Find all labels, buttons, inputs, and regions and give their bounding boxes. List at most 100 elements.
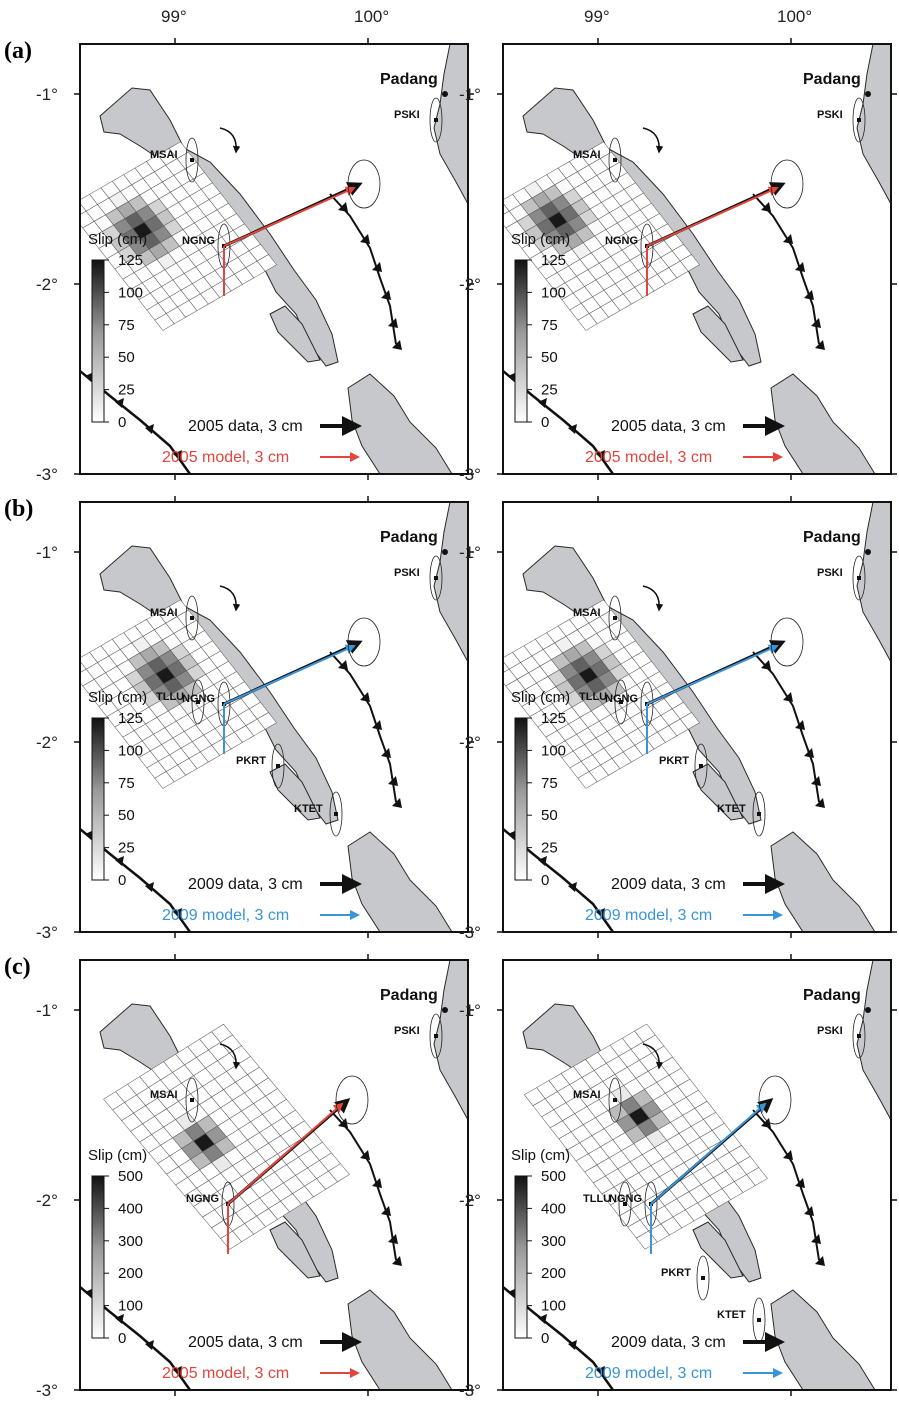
small-island (692, 1221, 744, 1279)
trench-triangle-icon (761, 1118, 771, 1128)
station-marker-icon (857, 1034, 861, 1038)
slip-colorbar-title: Slip (cm) (511, 231, 570, 248)
station-tllu: TLLU (156, 679, 205, 725)
error-ellipse (758, 1075, 792, 1125)
slip-colorbar-tick-label: 125 (541, 710, 566, 727)
station-label: PSKI (394, 567, 420, 579)
lat-label: -2° (459, 1191, 481, 1210)
station-label: TLLU (583, 1193, 611, 1205)
model-vector-arrow-icon (223, 186, 356, 247)
lat-label: -1° (36, 1001, 58, 1020)
station-marker-icon (434, 1034, 438, 1038)
error-ellipse (770, 159, 804, 209)
fault-patch (577, 313, 598, 331)
slip-colorbar (91, 1175, 105, 1339)
model-vector-arrow-icon (646, 644, 779, 705)
lat-label: -2° (36, 1191, 58, 1210)
slip-colorbar-tick-label: 75 (541, 317, 558, 334)
trench-triangle-icon (596, 908, 605, 918)
legend-model-label: 2005 model, 3 cm (585, 449, 712, 466)
city-label: Padang (380, 71, 438, 88)
error-ellipse (185, 595, 199, 641)
lat-label: -1° (36, 85, 58, 104)
lon-label: 100° (354, 7, 389, 26)
error-ellipse (185, 1077, 199, 1123)
station-label: KTET (717, 1309, 746, 1321)
slip-colorbar-tick-label: 400 (118, 1200, 143, 1217)
trench-triangle-icon (538, 856, 547, 866)
station-msai: MSAI (150, 137, 199, 183)
trench-triangle-icon (338, 202, 348, 212)
lon-label: 99° (161, 7, 187, 26)
station-label: PSKI (394, 1025, 420, 1037)
trench-triangle-icon (815, 340, 825, 350)
station-label: MSAI (573, 607, 601, 619)
station-ktet: KTET (294, 791, 343, 837)
trench-triangle-icon (538, 1314, 547, 1324)
error-ellipse (185, 137, 199, 183)
map-frame (502, 959, 892, 1391)
station-marker-icon (857, 118, 861, 122)
slip-colorbar-title: Slip (cm) (88, 231, 147, 248)
trench-path (329, 193, 397, 345)
slip-colorbar-tick-label: 0 (541, 872, 549, 889)
row-label: (a) (4, 38, 32, 64)
error-ellipse (852, 1013, 866, 1059)
map-panel-r1-c1: Padang MSAI NGNG PSKI 99° 100° -1° -2° -3° Slip (… (4, 7, 474, 484)
model-vector-arrow-icon (646, 186, 779, 247)
slip-colorbar-tick-label: 75 (118, 775, 135, 792)
slip-colorbar-tick-label: 125 (541, 252, 566, 269)
slip-colorbar-tick-label: 0 (118, 1330, 126, 1347)
sumatra-coast (856, 960, 891, 1121)
fault-patch (154, 771, 175, 789)
error-ellipse (608, 1077, 622, 1123)
sipora-island (347, 831, 453, 932)
map-area (503, 44, 891, 474)
small-island (269, 763, 321, 821)
error-ellipse (271, 743, 285, 789)
error-ellipse (608, 137, 622, 183)
error-ellipse (608, 595, 622, 641)
fault-grid (523, 1023, 768, 1250)
model-vector-arrow-icon (227, 1102, 344, 1205)
station-marker-icon (613, 616, 617, 620)
slip-colorbar (514, 1175, 528, 1339)
station-label: NGNG (182, 693, 215, 705)
error-ellipse (335, 1075, 369, 1125)
trench-triangle-icon (360, 234, 370, 244)
sipora-island (770, 831, 876, 932)
trench-triangle-icon (381, 748, 391, 758)
lat-label: -1° (459, 85, 481, 104)
trench-triangle-icon (538, 398, 547, 408)
station-pkrt: PKRT (661, 1255, 710, 1301)
station-pski: PSKI (817, 1013, 866, 1059)
padang-dot-icon (442, 1007, 448, 1013)
slip-colorbar-tick-label: 125 (118, 710, 143, 727)
slip-colorbar-tick-label: 25 (541, 382, 558, 399)
lat-label: -3° (36, 465, 58, 484)
map-frame (79, 501, 469, 933)
station-msai: MSAI (573, 137, 622, 183)
trench-triangle-icon (783, 1150, 793, 1160)
station-msai: MSAI (573, 595, 622, 641)
trench-line (329, 193, 402, 350)
trench-triangle-icon (392, 1256, 402, 1266)
station-label: TLLU (579, 691, 607, 703)
trench-triangle-icon (596, 1366, 605, 1376)
station-label: MSAI (150, 149, 178, 161)
map-frame (79, 959, 469, 1391)
station-marker-icon (757, 812, 761, 816)
station-tllu: TLLU (579, 679, 628, 725)
slip-colorbar-title: Slip (cm) (511, 1147, 570, 1164)
trench-triangle-icon (145, 882, 154, 892)
trench-triangle-icon (173, 908, 182, 918)
rotation-arrow-icon (219, 127, 241, 154)
error-ellipse (347, 617, 381, 667)
station-pski: PSKI (817, 97, 866, 143)
station-label: MSAI (573, 149, 601, 161)
station-marker-icon (190, 1098, 194, 1102)
slip-colorbar-tick-label: 25 (118, 382, 135, 399)
slip-colorbar-tick-label: 25 (541, 840, 558, 857)
legend-model-label: 2005 model, 3 cm (162, 449, 289, 466)
slip-colorbar-title: Slip (cm) (88, 1147, 147, 1164)
